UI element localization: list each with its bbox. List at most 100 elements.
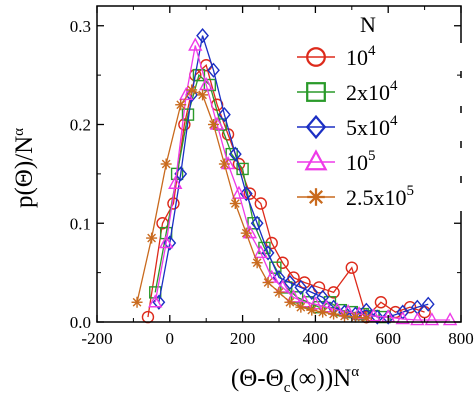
data-point bbox=[262, 277, 274, 288]
data-point bbox=[168, 175, 183, 189]
data-point bbox=[240, 227, 252, 239]
data-point bbox=[197, 89, 209, 101]
data-point bbox=[239, 186, 253, 202]
legend-marker bbox=[304, 149, 328, 171]
data-point bbox=[207, 119, 219, 130]
legend-entry-1: 104 bbox=[295, 43, 467, 71]
data-point bbox=[188, 37, 203, 51]
data-point bbox=[192, 68, 206, 82]
data-point bbox=[381, 309, 395, 325]
data-point bbox=[366, 308, 381, 322]
data-point bbox=[160, 158, 172, 170]
data-point bbox=[421, 296, 435, 312]
x-axis-title-open: (Θ-Θ bbox=[231, 365, 284, 392]
x-axis-title-sub: c bbox=[284, 380, 291, 396]
y-tick-label: 0.2 bbox=[70, 116, 91, 135]
data-point bbox=[306, 304, 318, 316]
series-3 bbox=[152, 28, 435, 325]
data-point bbox=[327, 286, 340, 299]
data-point bbox=[229, 198, 241, 209]
data-point bbox=[243, 187, 257, 200]
legend-marker bbox=[306, 47, 326, 67]
y-axis-title-main: p(Θ)/N bbox=[11, 136, 38, 208]
data-point bbox=[294, 279, 308, 296]
data-point bbox=[374, 296, 388, 309]
data-point bbox=[186, 84, 198, 96]
x-axis-title-sup: α bbox=[351, 364, 359, 380]
data-point bbox=[251, 257, 263, 269]
y-axis-title: p(Θ)/Nα bbox=[11, 128, 38, 208]
legend-label: 5x104 bbox=[346, 113, 398, 140]
y-tick-label: 0.3 bbox=[70, 17, 91, 36]
legend-title: N bbox=[360, 12, 376, 37]
data-point bbox=[317, 306, 329, 318]
x-tick-label: -200 bbox=[81, 329, 112, 348]
data-point bbox=[442, 312, 458, 326]
data-point bbox=[269, 261, 282, 274]
data-point bbox=[349, 311, 361, 323]
data-point bbox=[339, 310, 351, 322]
data-point bbox=[178, 118, 191, 131]
data-point bbox=[148, 294, 163, 308]
data-point bbox=[273, 286, 285, 298]
data-point bbox=[328, 308, 340, 320]
data-point bbox=[218, 158, 230, 170]
data-point bbox=[283, 274, 297, 291]
series-5 bbox=[131, 84, 372, 324]
data-point bbox=[207, 62, 220, 78]
data-point bbox=[199, 77, 214, 91]
data-point bbox=[316, 289, 330, 305]
series-4 bbox=[148, 37, 458, 326]
legend-label: 2.5x105 bbox=[346, 183, 414, 210]
legend-label: 2x104 bbox=[346, 78, 398, 105]
data-point bbox=[424, 312, 440, 326]
data-point bbox=[308, 296, 323, 310]
y-tick-label: 0.1 bbox=[70, 214, 91, 233]
legend: N 104 2x104 5x104 105 2.5x105 bbox=[295, 12, 467, 211]
legend-marker bbox=[306, 82, 326, 102]
x-tick-label: 800 bbox=[448, 329, 474, 348]
data-point bbox=[254, 197, 267, 210]
data-point bbox=[158, 235, 174, 249]
data-point bbox=[236, 162, 249, 176]
legend-label: 104 bbox=[346, 43, 376, 70]
legend-label: 105 bbox=[346, 148, 376, 175]
x-tick-label: 400 bbox=[303, 329, 329, 348]
y-tick-label: 0.0 bbox=[70, 313, 91, 332]
data-point bbox=[196, 28, 209, 44]
data-point bbox=[231, 185, 247, 199]
x-tick-label: 200 bbox=[230, 329, 256, 348]
legend-marker bbox=[305, 114, 327, 140]
data-point bbox=[131, 296, 143, 308]
data-point bbox=[175, 99, 187, 111]
data-point bbox=[253, 244, 268, 259]
data-point bbox=[370, 309, 384, 325]
legend-entry-3: 5x104 bbox=[295, 113, 467, 141]
data-point bbox=[261, 245, 275, 261]
x-axis-title-mid: (∞))N bbox=[290, 365, 351, 392]
data-point bbox=[217, 107, 231, 123]
data-point bbox=[250, 215, 264, 231]
data-point bbox=[410, 312, 425, 326]
legend-entry-2: 2x104 bbox=[295, 78, 467, 106]
x-tick-label: 0 bbox=[166, 329, 175, 348]
data-point bbox=[295, 301, 307, 313]
legend-entry-5: 2.5x105 bbox=[295, 183, 467, 211]
y-axis-title-sup: α bbox=[11, 128, 27, 136]
data-point bbox=[395, 311, 410, 325]
data-point bbox=[247, 217, 260, 230]
data-point bbox=[284, 296, 296, 308]
x-tick-label: 600 bbox=[375, 329, 401, 348]
legend-entry-4: 105 bbox=[295, 148, 467, 176]
plot-area bbox=[131, 28, 458, 326]
data-point bbox=[225, 147, 238, 161]
data-point bbox=[305, 284, 319, 300]
x-axis-title: (Θ-Θc(∞))Nα bbox=[231, 364, 359, 396]
data-point bbox=[146, 232, 158, 244]
legend-marker bbox=[307, 188, 325, 206]
data-point bbox=[203, 78, 217, 92]
data-point bbox=[228, 146, 242, 162]
axes: -200 0 200 400 600 800 0.0 0.1 0.2 0.3 bbox=[70, 5, 474, 348]
data-point bbox=[345, 261, 358, 274]
